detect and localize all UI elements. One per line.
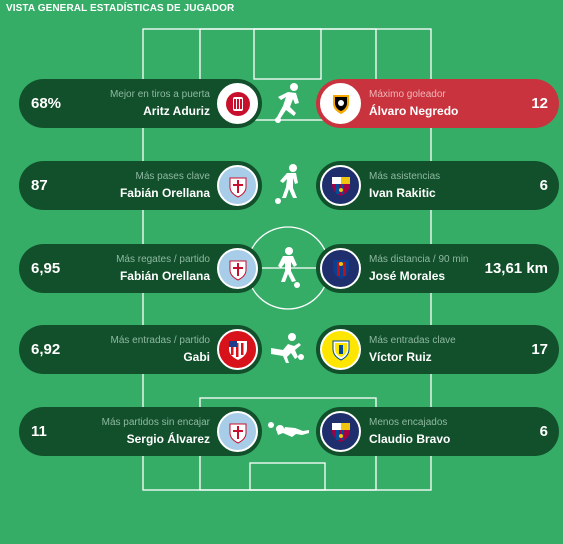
player-name: Claudio Bravo — [369, 432, 451, 446]
stat-category: Máximo goleador — [369, 89, 446, 100]
levante-crest-icon — [320, 248, 361, 289]
dribbling-player-icon — [278, 247, 300, 288]
shooting-player-icon — [275, 83, 299, 123]
stat-value: 6 — [539, 177, 548, 194]
stat-card-assists[interactable]: Más asistencias Ivan Rakitic 6 — [316, 161, 559, 210]
stat-category: Mejor en tiros a puerta — [109, 89, 210, 100]
tackling-player-icon — [271, 333, 304, 363]
stat-card-best-shots[interactable]: 68% Mejor en tiros a puerta Aritz Aduriz — [19, 79, 262, 128]
stat-card-fewest-conceded[interactable]: Menos encajados Claudio Bravo 6 — [316, 407, 559, 456]
stat-card-key-passes[interactable]: 87 Más pases clave Fabián Orellana — [19, 161, 262, 210]
stat-value: 6,92 — [31, 341, 61, 358]
player-name: Ivan Rakitic — [369, 186, 436, 200]
celta-vigo-crest-icon — [217, 411, 258, 452]
player-name: Aritz Aduriz — [143, 104, 210, 118]
panel-title: VISTA GENERAL ESTADÍSTICAS DE JUGADOR — [6, 3, 235, 14]
top-goal-area — [253, 28, 322, 80]
stat-value: 68% — [31, 95, 62, 112]
stat-card-distance[interactable]: Más distancia / 90 min José Morales 13,6… — [316, 244, 559, 293]
stat-category: Más entradas / partido — [110, 335, 211, 346]
bottom-goal-area — [249, 462, 326, 491]
stat-card-top-scorer[interactable]: Máximo goleador Álvaro Negredo 12 — [316, 79, 559, 128]
stat-value: 6,95 — [31, 260, 61, 277]
stat-category: Más pases clave — [135, 171, 210, 182]
barcelona-crest-icon — [320, 411, 361, 452]
stat-category: Más distancia / 90 min — [369, 254, 469, 265]
barcelona-crest-icon — [320, 165, 361, 206]
stat-category: Menos encajados — [369, 417, 448, 428]
player-name: Sergio Álvarez — [126, 432, 210, 446]
celta-vigo-crest-icon — [217, 165, 258, 206]
stat-value: 17 — [531, 341, 548, 358]
stat-card-dribbles[interactable]: 6,95 Más regates / partido Fabián Orella… — [19, 244, 262, 293]
player-name: Gabi — [183, 350, 210, 364]
player-name: Fabián Orellana — [119, 269, 210, 283]
stat-card-clean-sheets[interactable]: 11 Más partidos sin encajar Sergio Álvar… — [19, 407, 262, 456]
villarreal-crest-icon — [320, 329, 361, 370]
stat-value: 12 — [531, 95, 548, 112]
stat-card-key-tackles[interactable]: Más entradas clave Víctor Ruiz 17 — [316, 325, 559, 374]
goalkeeper-diving-icon — [268, 422, 309, 437]
stat-category: Más partidos sin encajar — [101, 417, 210, 428]
player-name: José Morales — [369, 269, 446, 283]
player-name: Álvaro Negredo — [369, 104, 459, 118]
stat-card-tackles[interactable]: 6,92 Más entradas / partido Gabi — [19, 325, 262, 374]
stat-value: 11 — [31, 423, 47, 440]
stat-value: 13,61 km — [484, 260, 548, 277]
atletico-madrid-crest-icon — [217, 329, 258, 370]
stat-category: Más regates / partido — [116, 254, 210, 265]
stat-category: Más entradas clave — [369, 335, 456, 346]
celta-vigo-crest-icon — [217, 248, 258, 289]
stat-value: 87 — [31, 177, 48, 194]
valencia-crest-icon — [320, 83, 361, 124]
stat-value: 6 — [539, 423, 548, 440]
player-name: Fabián Orellana — [119, 186, 210, 200]
athletic-bilbao-crest-icon — [217, 83, 258, 124]
stat-category: Más asistencias — [369, 171, 441, 182]
passing-player-icon — [275, 164, 298, 204]
player-name: Víctor Ruiz — [369, 350, 432, 364]
